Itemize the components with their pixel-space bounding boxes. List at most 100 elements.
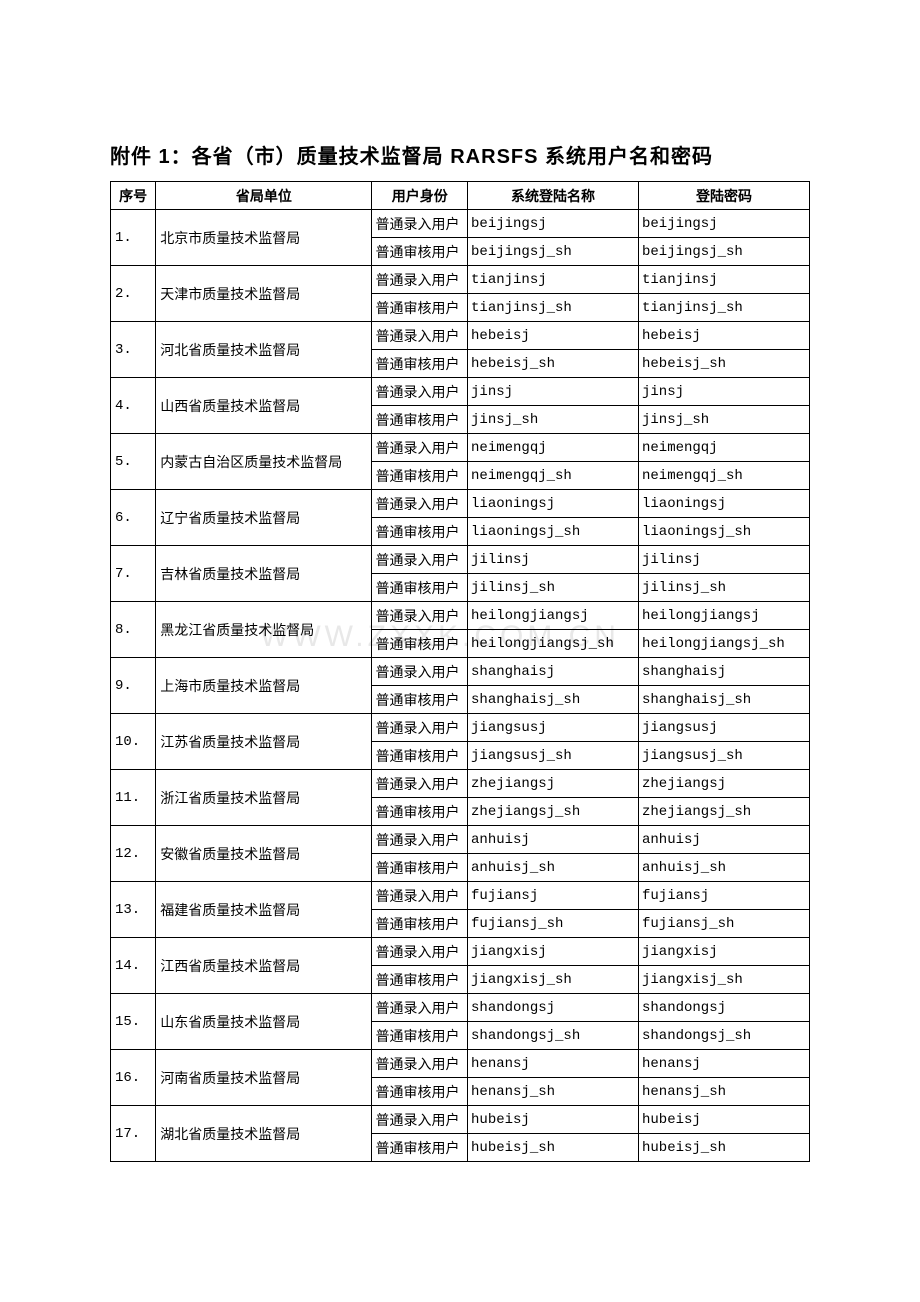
cell-role: 普通审核用户 (372, 406, 468, 434)
cell-seq: 14. (111, 938, 156, 994)
cell-role: 普通录入用户 (372, 770, 468, 798)
cell-role: 普通审核用户 (372, 1078, 468, 1106)
cell-login: hebeisj_sh (468, 350, 639, 378)
cell-login: jinsj_sh (468, 406, 639, 434)
cell-seq: 9. (111, 658, 156, 714)
cell-login: heilongjiangsj (468, 602, 639, 630)
cell-login: shanghaisj_sh (468, 686, 639, 714)
cell-login: liaoningsj (468, 490, 639, 518)
cell-login: henansj (468, 1050, 639, 1078)
cell-seq: 15. (111, 994, 156, 1050)
cell-role: 普通审核用户 (372, 854, 468, 882)
cell-login: tianjinsj (468, 266, 639, 294)
cell-pass: fujiansj_sh (638, 910, 809, 938)
table-row: 9.上海市质量技术监督局普通录入用户shanghaisjshanghaisj (111, 658, 810, 686)
cell-role: 普通录入用户 (372, 546, 468, 574)
cell-login: jilinsj (468, 546, 639, 574)
cell-pass: shandongsj_sh (638, 1022, 809, 1050)
cell-role: 普通录入用户 (372, 322, 468, 350)
cell-login: zhejiangsj_sh (468, 798, 639, 826)
cell-role: 普通录入用户 (372, 938, 468, 966)
cell-pass: shanghaisj_sh (638, 686, 809, 714)
cell-login: shandongsj (468, 994, 639, 1022)
cell-role: 普通录入用户 (372, 1050, 468, 1078)
cell-pass: hubeisj_sh (638, 1134, 809, 1162)
cell-role: 普通审核用户 (372, 294, 468, 322)
cell-role: 普通录入用户 (372, 714, 468, 742)
cell-unit: 山西省质量技术监督局 (156, 378, 372, 434)
cell-login: anhuisj (468, 826, 639, 854)
cell-role: 普通审核用户 (372, 742, 468, 770)
cell-seq: 6. (111, 490, 156, 546)
cell-pass: jiangsusj_sh (638, 742, 809, 770)
cell-pass: jiangxisj (638, 938, 809, 966)
cell-login: fujiansj_sh (468, 910, 639, 938)
cell-pass: beijingsj_sh (638, 238, 809, 266)
cell-role: 普通审核用户 (372, 462, 468, 490)
table-body: 1.北京市质量技术监督局普通录入用户beijingsjbeijingsj普通审核… (111, 210, 810, 1162)
cell-login: liaoningsj_sh (468, 518, 639, 546)
cell-unit: 江西省质量技术监督局 (156, 938, 372, 994)
table-row: 11.浙江省质量技术监督局普通录入用户zhejiangsjzhejiangsj (111, 770, 810, 798)
cell-role: 普通录入用户 (372, 882, 468, 910)
cell-pass: neimengqj (638, 434, 809, 462)
cell-login: fujiansj (468, 882, 639, 910)
table-row: 16.河南省质量技术监督局普通录入用户henansjhenansj (111, 1050, 810, 1078)
cell-pass: liaoningsj (638, 490, 809, 518)
table-row: 10.江苏省质量技术监督局普通录入用户jiangsusjjiangsusj (111, 714, 810, 742)
table-header-row: 序号 省局单位 用户身份 系统登陆名称 登陆密码 (111, 182, 810, 210)
cell-login: jiangxisj (468, 938, 639, 966)
cell-role: 普通审核用户 (372, 518, 468, 546)
cell-role: 普通审核用户 (372, 686, 468, 714)
cell-role: 普通审核用户 (372, 1022, 468, 1050)
table-row: 6.辽宁省质量技术监督局普通录入用户liaoningsjliaoningsj (111, 490, 810, 518)
header-role: 用户身份 (372, 182, 468, 210)
cell-unit: 湖北省质量技术监督局 (156, 1106, 372, 1162)
header-seq: 序号 (111, 182, 156, 210)
cell-pass: tianjinsj (638, 266, 809, 294)
table-row: 13.福建省质量技术监督局普通录入用户fujiansjfujiansj (111, 882, 810, 910)
cell-seq: 16. (111, 1050, 156, 1106)
cell-role: 普通录入用户 (372, 994, 468, 1022)
table-row: 14.江西省质量技术监督局普通录入用户jiangxisjjiangxisj (111, 938, 810, 966)
cell-pass: shanghaisj (638, 658, 809, 686)
cell-seq: 8. (111, 602, 156, 658)
cell-login: jiangsusj (468, 714, 639, 742)
cell-pass: anhuisj (638, 826, 809, 854)
table-row: 7.吉林省质量技术监督局普通录入用户jilinsjjilinsj (111, 546, 810, 574)
cell-seq: 17. (111, 1106, 156, 1162)
table-row: 4.山西省质量技术监督局普通录入用户jinsjjinsj (111, 378, 810, 406)
cell-pass: liaoningsj_sh (638, 518, 809, 546)
cell-login: shandongsj_sh (468, 1022, 639, 1050)
cell-unit: 河南省质量技术监督局 (156, 1050, 372, 1106)
table-row: 1.北京市质量技术监督局普通录入用户beijingsjbeijingsj (111, 210, 810, 238)
cell-pass: jilinsj_sh (638, 574, 809, 602)
cell-login: jiangxisj_sh (468, 966, 639, 994)
cell-role: 普通审核用户 (372, 630, 468, 658)
cell-login: hebeisj (468, 322, 639, 350)
cell-login: neimengqj_sh (468, 462, 639, 490)
cell-pass: hebeisj_sh (638, 350, 809, 378)
cell-login: neimengqj (468, 434, 639, 462)
cell-pass: fujiansj (638, 882, 809, 910)
cell-role: 普通录入用户 (372, 378, 468, 406)
cell-role: 普通录入用户 (372, 826, 468, 854)
cell-pass: tianjinsj_sh (638, 294, 809, 322)
cell-seq: 12. (111, 826, 156, 882)
cell-pass: hubeisj (638, 1106, 809, 1134)
header-unit: 省局单位 (156, 182, 372, 210)
cell-pass: jinsj_sh (638, 406, 809, 434)
cell-login: hubeisj (468, 1106, 639, 1134)
cell-seq: 11. (111, 770, 156, 826)
cell-pass: beijingsj (638, 210, 809, 238)
cell-login: jinsj (468, 378, 639, 406)
cell-login: beijingsj_sh (468, 238, 639, 266)
cell-login: beijingsj (468, 210, 639, 238)
cell-seq: 4. (111, 378, 156, 434)
cell-seq: 5. (111, 434, 156, 490)
cell-pass: heilongjiangsj (638, 602, 809, 630)
cell-unit: 黑龙江省质量技术监督局 (156, 602, 372, 658)
cell-unit: 天津市质量技术监督局 (156, 266, 372, 322)
cell-unit: 浙江省质量技术监督局 (156, 770, 372, 826)
cell-role: 普通审核用户 (372, 238, 468, 266)
